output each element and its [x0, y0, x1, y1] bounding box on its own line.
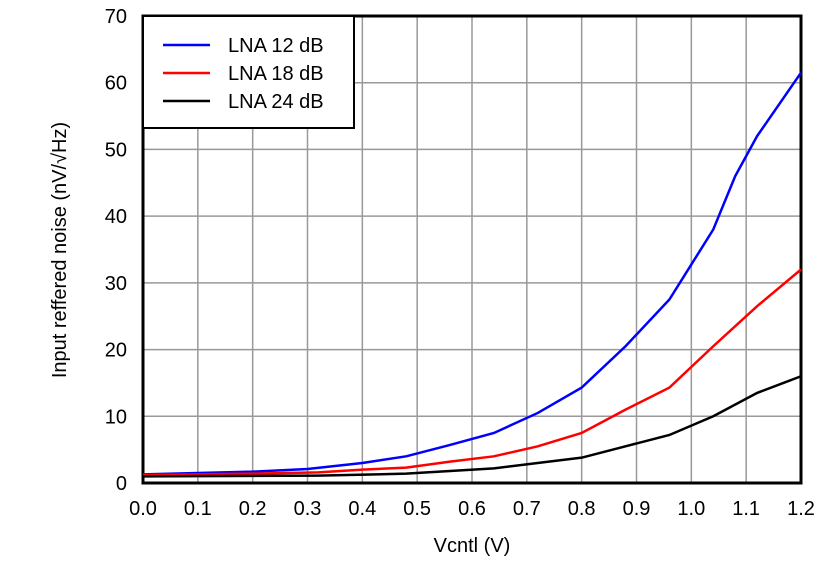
series-line [142, 268, 802, 477]
y-tick-label: 20 [105, 340, 127, 362]
legend-label: LNA 24 dB [228, 91, 324, 113]
y-tick-label: 10 [105, 406, 127, 428]
x-axis-label: Vcntl (V) [434, 535, 511, 557]
x-tick-label: 0.9 [623, 498, 651, 520]
y-axis-label: Input reffered noise (nV/√Hz) [49, 122, 71, 378]
tick-labels: 0.0 0.1 0.2 0.3 0.4 0.5 0.6 0.7 0.8 0.9 1.0 1.1 1.2 0… [105, 6, 815, 520]
legend: LNA 12 dB LNA 18 dB LNA 24 dB [142, 15, 355, 129]
x-tick-label: 0.1 [184, 498, 212, 520]
series-line [142, 71, 803, 476]
y-tick-label: 50 [105, 139, 127, 161]
legend-label: LNA 12 dB [228, 35, 324, 57]
series-line [142, 375, 802, 478]
plot-frame [141, 14, 803, 485]
y-tick-label: 70 [105, 6, 127, 28]
x-tick-label: 0.3 [294, 498, 322, 520]
x-tick-label: 1.0 [677, 498, 705, 520]
x-tick-label: 1.1 [732, 498, 760, 520]
series-lines [142, 71, 803, 478]
x-tick-label: 0.6 [458, 498, 486, 520]
x-tick-label: 0.5 [403, 498, 431, 520]
y-tick-label: 30 [105, 273, 127, 295]
y-tick-label: 40 [105, 206, 127, 228]
legend-label: LNA 18 dB [228, 63, 324, 85]
y-tick-label: 0 [116, 473, 127, 495]
x-tick-label: 1.2 [787, 498, 815, 520]
x-tick-label: 0.2 [239, 498, 267, 520]
x-tick-label: 0.4 [348, 498, 376, 520]
x-tick-label: 0.7 [513, 498, 541, 520]
x-tick-label: 0.0 [129, 498, 157, 520]
y-tick-label: 60 [105, 73, 127, 95]
x-tick-label: 0.8 [568, 498, 596, 520]
